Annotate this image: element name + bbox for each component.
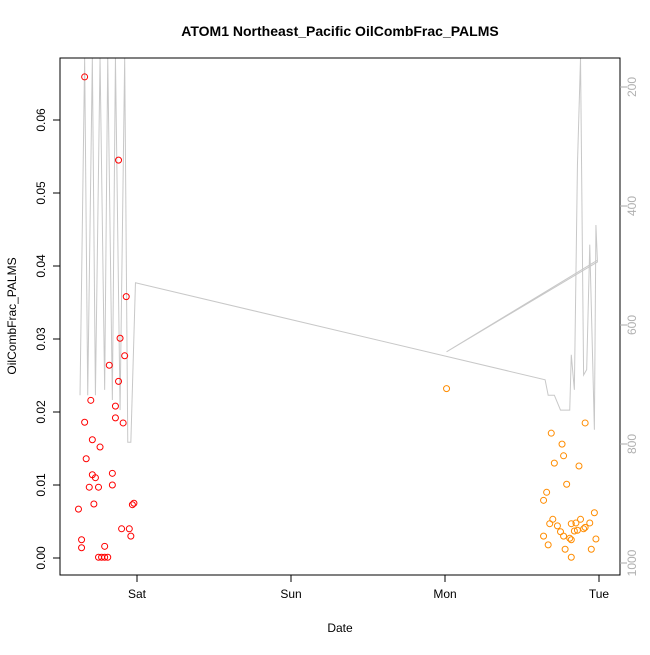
flight1-point <box>78 536 86 544</box>
flight1-point <box>108 469 116 477</box>
y2-tick-label: 600 <box>625 315 639 335</box>
y-tick-label: 0.02 <box>34 400 48 424</box>
flight2-point <box>592 535 600 543</box>
plot-frame <box>59 57 621 576</box>
flight1-point <box>87 396 95 404</box>
flight1-point <box>82 455 90 463</box>
flight1-point <box>130 499 138 507</box>
flight2-point <box>570 527 578 535</box>
flight1-point <box>105 361 113 369</box>
flight1-point <box>95 483 102 491</box>
y-axis-label: OilCombFrac_PALMS <box>5 257 19 374</box>
flight2-point <box>590 509 598 517</box>
x-tick-label: Sun <box>280 587 301 601</box>
flight2-point <box>546 520 554 528</box>
flight2-point <box>558 440 566 448</box>
flight2-point <box>567 553 575 561</box>
flight1-point <box>115 377 123 385</box>
flight1-point <box>118 525 126 533</box>
y-tick-label: 0.03 <box>34 327 48 351</box>
flight1-point <box>115 156 123 164</box>
flight1-point <box>116 334 124 342</box>
flight2-point <box>560 452 568 460</box>
flight2-point <box>567 520 575 528</box>
flight1-point <box>88 436 96 444</box>
flight2-point <box>586 519 594 527</box>
flight1-point <box>81 73 89 81</box>
x-tick-label: Mon <box>433 587 456 601</box>
flight2-point <box>563 480 571 488</box>
flight1-point <box>91 474 99 482</box>
flight2-point <box>557 528 564 536</box>
flight1-point <box>111 414 119 422</box>
flight1-point <box>127 532 135 540</box>
flight2-point <box>443 385 451 393</box>
flight2-point <box>543 488 551 496</box>
flight2-point <box>544 541 552 549</box>
flight1-point <box>96 443 104 451</box>
flight2-point <box>572 519 580 527</box>
flight1-point <box>85 483 93 491</box>
x-tick-label: Tue <box>589 587 610 601</box>
y2-tick-label: 200 <box>625 77 639 97</box>
flight2-point <box>561 545 569 553</box>
flight2-point <box>553 522 561 530</box>
flight1-point <box>101 542 109 550</box>
flight2-point <box>540 496 548 504</box>
flight1-point <box>90 500 98 508</box>
flight1-point <box>121 352 129 360</box>
y2-tick-label: 800 <box>625 434 639 454</box>
x-axis-label: Date <box>327 621 353 635</box>
flight1-point <box>125 525 133 533</box>
flight2-point <box>540 532 548 540</box>
flight2-point <box>566 534 574 542</box>
flight1-point <box>78 544 86 552</box>
flight1-point <box>128 501 136 509</box>
flight2-point <box>575 462 583 470</box>
flight2-point <box>567 536 575 544</box>
flight2-point <box>547 429 555 437</box>
flight1-point <box>119 419 127 427</box>
flight2-point <box>581 419 589 427</box>
y2-tick-label: 400 <box>625 196 639 216</box>
flight1-point <box>74 505 82 513</box>
y-tick-label: 0.04 <box>34 254 48 278</box>
y-tick-label: 0.05 <box>34 181 48 205</box>
flight1-point <box>122 293 130 301</box>
x-tick-label: Sat <box>128 587 147 601</box>
flight2-point <box>549 515 557 523</box>
flight1-point <box>111 402 119 410</box>
y2-tick-label: 1000 <box>625 549 639 576</box>
flight2-point <box>581 523 589 531</box>
flight1-point <box>101 553 109 561</box>
flight2-point <box>587 545 595 553</box>
flight2-point <box>580 525 588 533</box>
flight1-point <box>108 481 116 489</box>
flight2-point <box>577 515 585 523</box>
flight2-point <box>573 526 581 534</box>
y-tick-label: 0.06 <box>34 108 48 132</box>
flight1-point <box>81 418 89 426</box>
y-tick-label: 0.01 <box>34 473 48 497</box>
flight2-point <box>550 459 558 467</box>
flight1-point <box>104 553 112 561</box>
chart-title: ATOM1 Northeast_Pacific OilCombFrac_PALM… <box>181 23 498 39</box>
flight2-point <box>560 532 568 540</box>
pressure-line <box>79 58 598 443</box>
y-tick-label: 0.00 <box>34 546 48 570</box>
